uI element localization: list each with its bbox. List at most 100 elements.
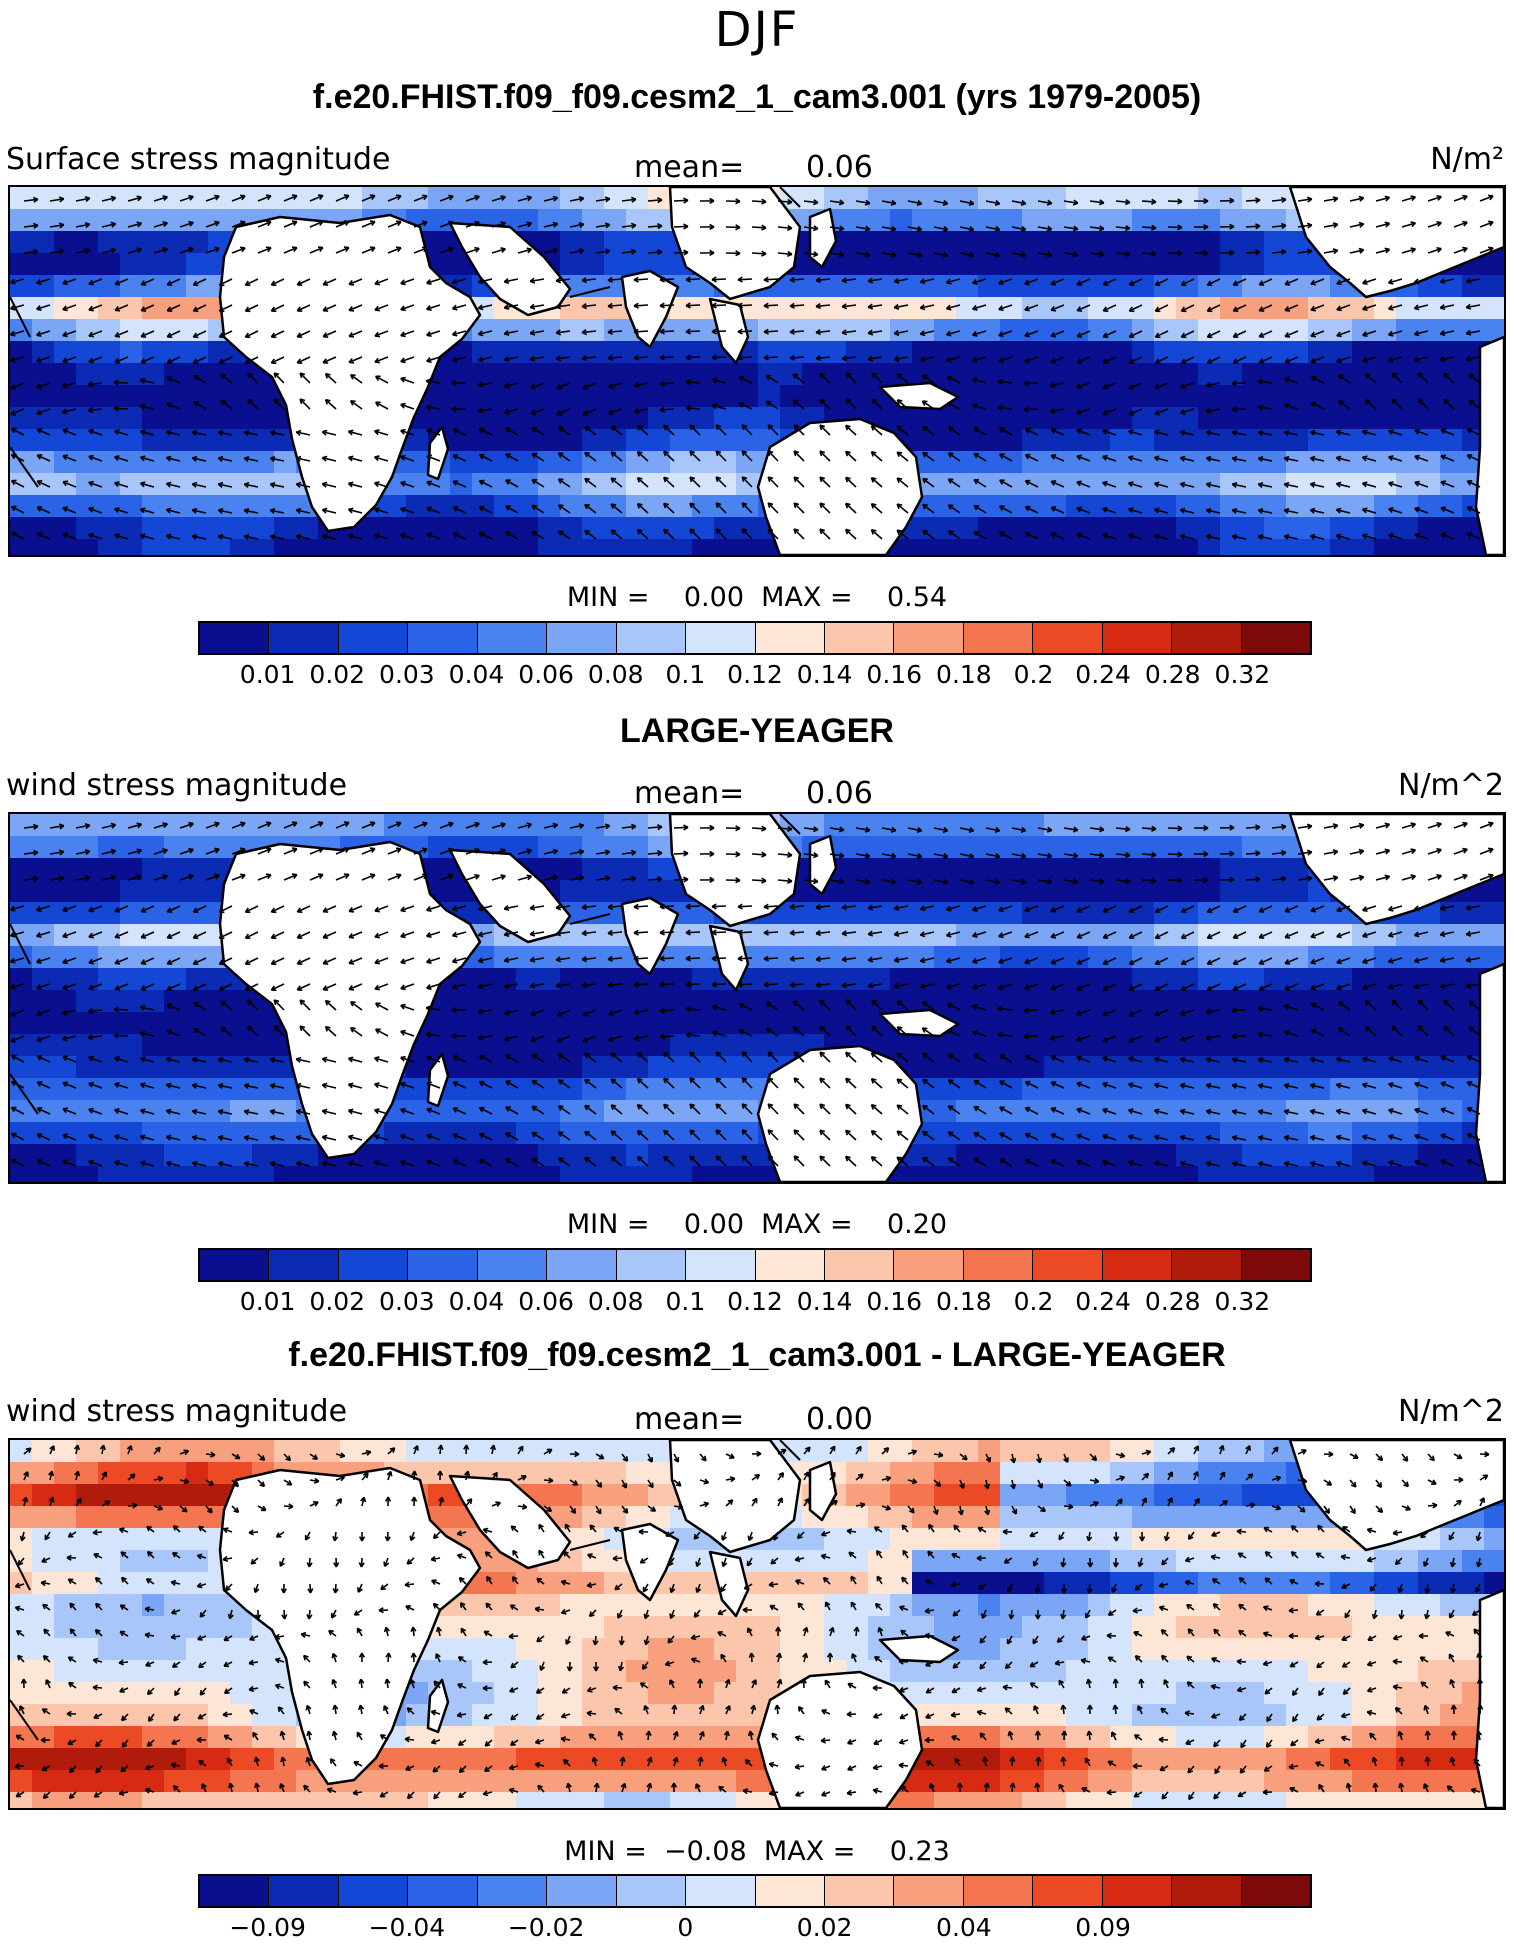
panel-1-variable-label: Surface stress magnitude	[6, 142, 390, 177]
colorbar-tick-label: −0.02	[508, 1913, 585, 1942]
colorbar-swatch	[478, 1876, 547, 1906]
colorbar-swatch	[339, 1876, 408, 1906]
colorbar-tick-label: 0	[677, 1913, 693, 1942]
colorbar-tick-label: 0.03	[379, 1287, 435, 1316]
panel-3-units: N/m^2	[1398, 1394, 1504, 1429]
colorbar-tick-label: 0.2	[1014, 660, 1054, 689]
colorbar-tick-label: 0.02	[797, 1913, 853, 1942]
colorbar-swatch	[269, 623, 338, 653]
colorbar-swatch	[1103, 623, 1172, 653]
colorbar-swatch	[547, 623, 616, 653]
colorbar-swatch	[825, 623, 894, 653]
panel-2-title: LARGE-YEAGER	[0, 712, 1514, 751]
landmass-australia	[758, 1672, 922, 1808]
colorbar-swatch	[825, 1876, 894, 1906]
colorbar-tick-label: 0.24	[1075, 660, 1131, 689]
colorbar-swatch	[547, 1876, 616, 1906]
panel-2-colorbar	[198, 1248, 1312, 1282]
panel-1-units: N/m²	[1430, 142, 1504, 177]
landmass-southam	[1476, 1590, 1504, 1808]
colorbar-swatch	[1103, 1876, 1172, 1906]
panel-2-mean-label: mean=	[634, 776, 744, 811]
colorbar-swatch	[408, 1876, 477, 1906]
colorbar-swatch	[339, 623, 408, 653]
colorbar-swatch	[1242, 1876, 1310, 1906]
colorbar-tick-label: 0.08	[588, 660, 644, 689]
colorbar-tick-label: −0.09	[229, 1913, 306, 1942]
colorbar-tick-label: 0.28	[1145, 1287, 1201, 1316]
colorbar-tick-label: 0.32	[1215, 1287, 1271, 1316]
panel-3-mean-value: 0.00	[806, 1402, 873, 1437]
colorbar-swatch	[478, 623, 547, 653]
colorbar-swatch	[269, 1250, 338, 1280]
colorbar-swatch	[964, 1250, 1033, 1280]
colorbar-tick-label: 0.18	[936, 1287, 992, 1316]
panel-1-stats: MIN = 0.00 MAX = 0.54	[0, 582, 1514, 613]
colorbar-swatch	[200, 1876, 269, 1906]
colorbar-swatch	[1103, 1250, 1172, 1280]
panel-3-stats: MIN = −0.08 MAX = 0.23	[0, 1836, 1514, 1867]
colorbar-swatch	[964, 1876, 1033, 1906]
colorbar-swatch	[1172, 1250, 1241, 1280]
panel-3-colorbar	[198, 1874, 1312, 1908]
colorbar-swatch	[825, 1250, 894, 1280]
colorbar-tick-label: 0.12	[727, 660, 783, 689]
map-canvas	[10, 1440, 1504, 1808]
colorbar-tick-label: 0.04	[449, 1287, 505, 1316]
colorbar-swatch	[756, 1250, 825, 1280]
colorbar-tick-label: 0.14	[797, 1287, 853, 1316]
colorbar-tick-label: 0.1	[665, 1287, 705, 1316]
colorbar-swatch	[200, 1250, 269, 1280]
colorbar-swatch	[269, 1876, 338, 1906]
colorbar-tick-label: 0.03	[379, 660, 435, 689]
colorbar-tick-label: 0.02	[309, 1287, 365, 1316]
colorbar-tick-label: 0.24	[1075, 1287, 1131, 1316]
panel-2-map	[8, 812, 1506, 1184]
panel-2-units: N/m^2	[1398, 768, 1504, 803]
colorbar-tick-label: 0.14	[797, 660, 853, 689]
panel-2-stats: MIN = 0.00 MAX = 0.20	[0, 1209, 1514, 1240]
colorbar-swatch	[1033, 623, 1102, 653]
panel-3-mean-label: mean=	[634, 1402, 744, 1437]
landmass-australia	[758, 1046, 922, 1182]
colorbar-tick-label: 0.09	[1075, 1913, 1131, 1942]
colorbar-swatch	[1242, 1250, 1310, 1280]
colorbar-tick-label: 0.01	[240, 660, 296, 689]
panel-2-mean-value: 0.06	[806, 776, 873, 811]
landmass-southam	[1476, 964, 1504, 1182]
colorbar-swatch	[1172, 1876, 1241, 1906]
colorbar-swatch	[408, 623, 477, 653]
map-canvas	[10, 814, 1504, 1182]
colorbar-swatch	[686, 1876, 755, 1906]
panel-1-colorbar	[198, 621, 1312, 655]
colorbar-swatch	[1033, 1876, 1102, 1906]
panel-3-variable-label: wind stress magnitude	[6, 1394, 347, 1429]
colorbar-tick-label: 0.12	[727, 1287, 783, 1316]
panel-3-map	[8, 1438, 1506, 1810]
colorbar-swatch	[339, 1250, 408, 1280]
colorbar-tick-label: 0.1	[665, 660, 705, 689]
colorbar-swatch	[617, 1876, 686, 1906]
panel-2-variable-label: wind stress magnitude	[6, 768, 347, 803]
colorbar-tick-label: 0.02	[309, 660, 365, 689]
colorbar-swatch	[756, 623, 825, 653]
colorbar-swatch	[894, 1876, 963, 1906]
colorbar-swatch	[617, 1250, 686, 1280]
colorbar-swatch	[617, 623, 686, 653]
panel-1-mean-label: mean=	[634, 150, 744, 185]
colorbar-swatch	[200, 623, 269, 653]
colorbar-tick-label: 0.18	[936, 660, 992, 689]
colorbar-tick-label: 0.06	[518, 1287, 574, 1316]
colorbar-tick-label: 0.16	[866, 1287, 922, 1316]
colorbar-swatch	[1172, 623, 1241, 653]
colorbar-tick-label: 0.01	[240, 1287, 296, 1316]
colorbar-swatch	[547, 1250, 616, 1280]
figure-title: DJF	[0, 2, 1514, 58]
colorbar-tick-label: 0.2	[1014, 1287, 1054, 1316]
colorbar-swatch	[686, 1250, 755, 1280]
map-canvas	[10, 187, 1504, 555]
panel-1-mean-value: 0.06	[806, 150, 873, 185]
